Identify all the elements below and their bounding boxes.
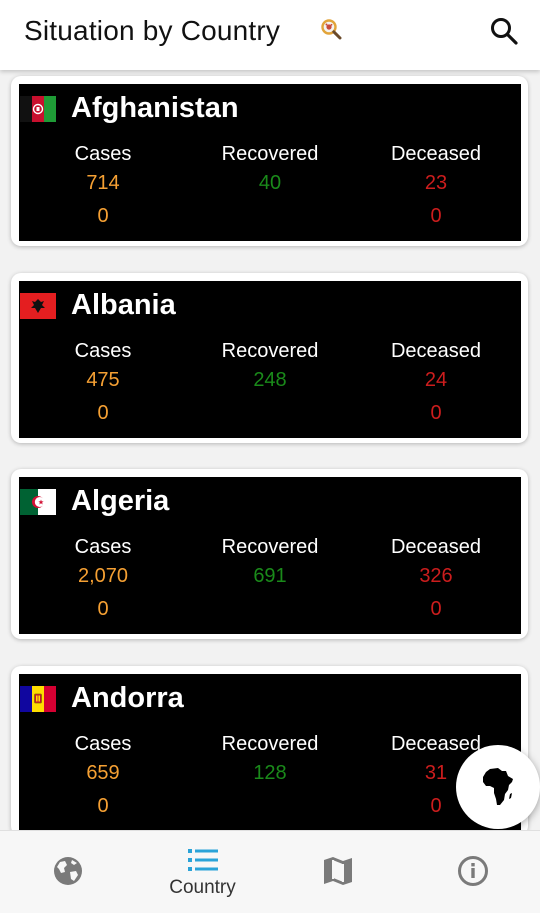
deceased-label: Deceased (390, 340, 482, 362)
country-card-algeria[interactable]: Algeria Cases 2,070 0 Recovered 691 Dece… (11, 469, 528, 639)
afghanistan-flag-icon (20, 96, 56, 122)
nav-info[interactable] (405, 831, 540, 913)
magnifier-virus-icon (320, 18, 342, 40)
nav-country[interactable]: Country (135, 831, 270, 913)
deceased-value: 23 (424, 172, 448, 194)
deceased-value: 24 (424, 369, 448, 391)
deceased-new-value: 0 (430, 205, 442, 227)
cases-new-value: 0 (97, 598, 109, 620)
andorra-flag-icon (20, 686, 56, 712)
recovered-column: Recovered 691 (200, 536, 340, 593)
deceased-label: Deceased (390, 536, 482, 558)
country-card-body: Andorra Cases 659 0 Recovered 128 Deceas… (19, 674, 521, 830)
recovered-value: 40 (258, 172, 282, 194)
cases-label: Cases (74, 733, 132, 755)
map-icon (323, 857, 352, 885)
page-title: Situation by Country (24, 15, 281, 46)
list-icon (187, 849, 218, 871)
cases-column: Cases 714 0 (33, 143, 173, 232)
country-card-body: Algeria Cases 2,070 0 Recovered 691 Dece… (19, 477, 521, 634)
country-card-body: Afghanistan Cases 714 0 Recovered 40 Dec… (19, 84, 521, 241)
search-icon (491, 18, 518, 45)
cases-new-value: 0 (97, 795, 109, 817)
cases-value: 475 (86, 369, 120, 391)
bottom-navigation: Country (0, 830, 540, 913)
country-card-albania[interactable]: Albania Cases 475 0 Recovered 248 Deceas… (11, 273, 528, 443)
cases-value: 2,070 (77, 565, 129, 587)
deceased-column: Deceased 23 0 (366, 143, 506, 232)
deceased-new-value: 0 (430, 402, 442, 424)
nav-country-label: Country (169, 877, 236, 898)
cases-new-value: 0 (97, 402, 109, 424)
country-list[interactable]: Afghanistan Cases 714 0 Recovered 40 Dec… (0, 70, 540, 830)
globe-icon (53, 857, 82, 885)
country-card-andorra[interactable]: Andorra Cases 659 0 Recovered 128 Deceas… (11, 666, 528, 830)
recovered-column: Recovered 248 (200, 340, 340, 397)
country-name: Albania (71, 289, 176, 321)
deceased-label: Deceased (390, 143, 482, 165)
cases-value: 714 (86, 172, 120, 194)
africa-fab-button[interactable] (456, 745, 540, 829)
recovered-column: Recovered 40 (200, 143, 340, 200)
recovered-column: Recovered 128 (200, 733, 340, 790)
cases-label: Cases (74, 536, 132, 558)
africa-icon (483, 768, 513, 805)
cases-label: Cases (74, 143, 132, 165)
deceased-value: 31 (424, 762, 448, 784)
search-button[interactable] (489, 16, 519, 46)
albania-flag-icon (20, 293, 56, 319)
cases-label: Cases (74, 340, 132, 362)
recovered-label: Recovered (221, 340, 319, 362)
country-card-body: Albania Cases 475 0 Recovered 248 Deceas… (19, 281, 521, 438)
info-icon (457, 856, 488, 886)
deceased-new-value: 0 (430, 598, 442, 620)
cases-column: Cases 2,070 0 (33, 536, 173, 625)
nav-globe[interactable] (0, 831, 135, 913)
country-name: Afghanistan (71, 92, 239, 124)
deceased-column: Deceased 24 0 (366, 340, 506, 429)
recovered-value: 128 (253, 762, 287, 784)
recovered-label: Recovered (221, 143, 319, 165)
country-card-afghanistan[interactable]: Afghanistan Cases 714 0 Recovered 40 Dec… (11, 76, 528, 246)
deceased-label: Deceased (390, 733, 482, 755)
recovered-value: 691 (253, 565, 287, 587)
recovered-value: 248 (253, 369, 287, 391)
deceased-new-value: 0 (430, 795, 442, 817)
recovered-label: Recovered (221, 536, 319, 558)
deceased-column: Deceased 31 0 (366, 733, 506, 822)
cases-column: Cases 475 0 (33, 340, 173, 429)
deceased-value: 326 (419, 565, 453, 587)
nav-map[interactable] (270, 831, 405, 913)
cases-column: Cases 659 0 (33, 733, 173, 822)
algeria-flag-icon (20, 489, 56, 515)
country-name: Algeria (71, 485, 170, 517)
cases-new-value: 0 (97, 205, 109, 227)
app-bar: Situation by Country (0, 0, 540, 70)
cases-value: 659 (86, 762, 120, 784)
country-name: Andorra (71, 682, 184, 714)
deceased-column: Deceased 326 0 (366, 536, 506, 625)
recovered-label: Recovered (221, 733, 319, 755)
